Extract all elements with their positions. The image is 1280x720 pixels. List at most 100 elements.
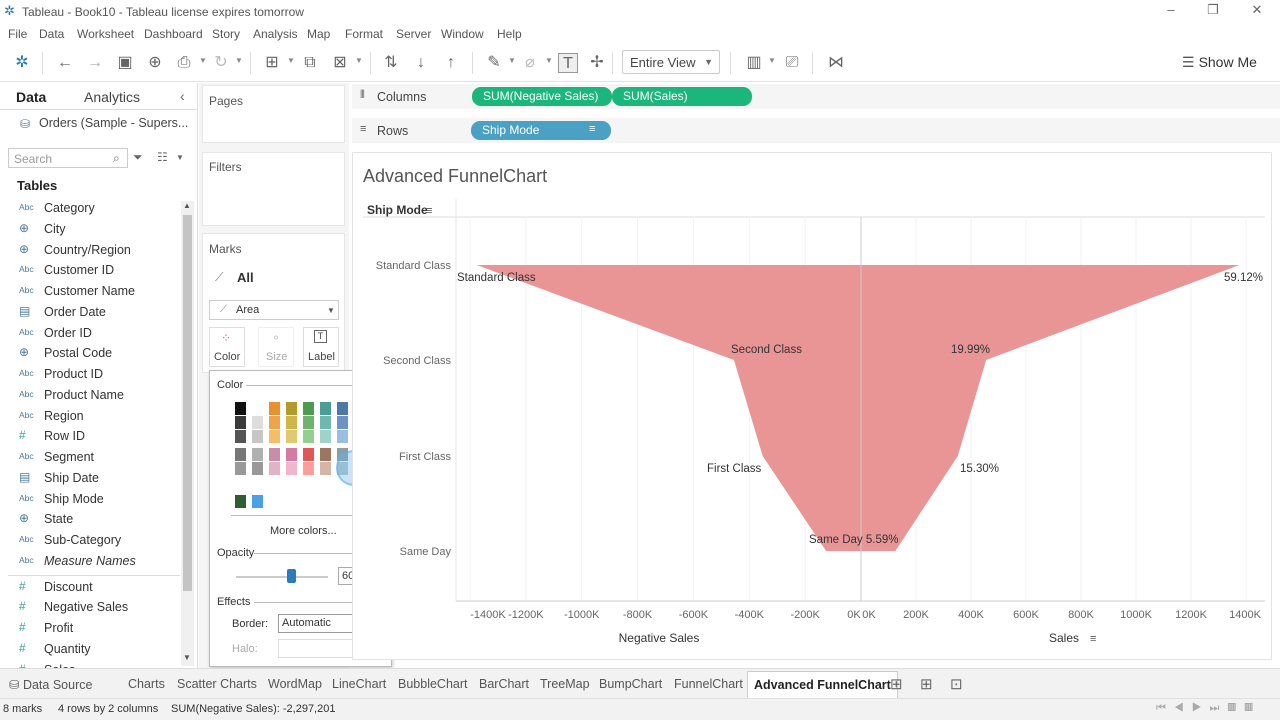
more-colors-link[interactable]: More colors...	[270, 525, 337, 537]
color-swatch[interactable]	[320, 430, 331, 443]
share-icon[interactable]: ⋈	[828, 54, 844, 71]
color-swatch[interactable]	[252, 416, 263, 429]
menu-window[interactable]: Window	[441, 27, 484, 41]
color-swatch[interactable]	[286, 416, 297, 429]
presentation-mode-icon[interactable]: ⎚	[785, 54, 799, 71]
field-item[interactable]: Abc Product Name	[0, 386, 180, 406]
color-swatch[interactable]	[320, 448, 331, 461]
sheet-tab[interactable]: BubbleChart	[398, 677, 468, 691]
color-swatch[interactable]	[286, 430, 297, 443]
menu-data[interactable]: Data	[39, 27, 65, 41]
area-sales[interactable]	[861, 265, 1240, 551]
field-item[interactable]: # Row ID	[0, 427, 180, 447]
color-swatch[interactable]	[235, 416, 246, 429]
filters-card[interactable]: Filters	[202, 152, 345, 226]
sheet-tab[interactable]: TreeMap	[540, 677, 590, 691]
color-swatch[interactable]	[235, 448, 246, 461]
color-swatch[interactable]	[303, 402, 314, 415]
clear-sheet-icon[interactable]: ⊠	[333, 54, 347, 71]
field-item[interactable]: Abc Customer Name	[0, 282, 180, 302]
pill-sales[interactable]: SUM(Sales)	[612, 87, 752, 106]
new-data-source-icon[interactable]: ⊕	[148, 54, 162, 71]
fit-select[interactable]: Entire View ▼	[622, 50, 720, 74]
mark-type-select[interactable]: ⟋ Area ▼	[209, 300, 339, 320]
color-swatch[interactable]	[269, 402, 280, 415]
color-swatch[interactable]	[252, 462, 263, 475]
menu-analysis[interactable]: Analysis	[253, 27, 298, 41]
menu-format[interactable]: Format	[345, 27, 384, 41]
new-worksheet-icon[interactable]: ⊞	[890, 676, 903, 693]
label-button[interactable]: T Label	[303, 327, 339, 367]
opacity-slider-track[interactable]	[236, 576, 328, 578]
color-swatch[interactable]	[235, 430, 246, 443]
sort-ascending-icon[interactable]: ↓	[417, 54, 425, 71]
search-input[interactable]: Search ⌕	[8, 148, 128, 168]
pause-updates-icon[interactable]: ⎙	[177, 54, 191, 71]
redo-icon[interactable]: →	[87, 54, 103, 71]
menu-worksheet[interactable]: Worksheet	[77, 27, 135, 41]
color-swatch[interactable]	[337, 416, 348, 429]
scroll-up-icon[interactable]: ▲	[183, 201, 191, 210]
data-source-tab[interactable]: ⛁ Data Source	[9, 677, 92, 692]
area-negative-sales[interactable]	[476, 265, 861, 551]
field-item[interactable]: Abc Customer ID	[0, 261, 180, 281]
color-swatch[interactable]	[286, 448, 297, 461]
field-item[interactable]: Abc Segment	[0, 448, 180, 468]
field-item[interactable]: ⊕ State	[0, 510, 180, 530]
new-dashboard-icon[interactable]: ⊞	[920, 676, 933, 693]
pill-negative-sales[interactable]: SUM(Negative Sales)	[472, 87, 612, 106]
sheet-tab[interactable]: Advanced FunnelChart	[747, 671, 898, 700]
color-swatch[interactable]	[252, 430, 263, 443]
field-item[interactable]: ⊕ Postal Code	[0, 344, 180, 364]
color-swatch[interactable]	[252, 448, 263, 461]
field-item[interactable]: # Profit	[0, 619, 180, 639]
size-button[interactable]: ⚬ Size	[258, 327, 294, 367]
chevron-down-icon[interactable]: ▼	[199, 56, 207, 65]
sheet-navigation-icons[interactable]: ⏮◀▶⏭▦▦	[1156, 702, 1262, 714]
sheet-tab[interactable]: WordMap	[268, 677, 322, 691]
field-item[interactable]: ▤ Order Date	[0, 303, 180, 323]
sort-descending-icon[interactable]: ↑	[447, 54, 455, 71]
undo-icon[interactable]: ←	[57, 54, 73, 71]
marks-all-label[interactable]: All	[237, 270, 254, 285]
scrollbar[interactable]: ▲ ▼	[181, 201, 194, 666]
color-swatch[interactable]	[303, 430, 314, 443]
restore-button[interactable]: ❐	[1207, 2, 1219, 17]
field-item[interactable]: # Quantity	[0, 640, 180, 660]
menu-help[interactable]: Help	[497, 27, 522, 41]
datasource-name[interactable]: Orders (Sample - Supers...	[39, 116, 189, 130]
view-list-icon[interactable]: ☷	[157, 150, 168, 164]
sheet-tab[interactable]: BarChart	[479, 677, 530, 691]
color-swatch[interactable]	[337, 430, 348, 443]
sheet-tab[interactable]: LineChart	[332, 677, 387, 691]
field-item[interactable]: Abc Product ID	[0, 365, 180, 385]
refresh-icon[interactable]: ↻	[214, 54, 228, 71]
show-me-button[interactable]: ☰ Show Me	[1182, 54, 1257, 71]
sheet-tab[interactable]: Scatter Charts	[177, 677, 257, 691]
fix-axes-icon[interactable]: ✢	[590, 54, 604, 71]
menu-map[interactable]: Map	[307, 27, 331, 41]
menu-file[interactable]: File	[8, 27, 28, 41]
swap-rows-columns-icon[interactable]: ⇅	[384, 54, 398, 71]
new-story-icon[interactable]: ⊡	[950, 676, 963, 693]
color-swatch[interactable]	[235, 402, 246, 415]
color-swatch[interactable]	[269, 448, 280, 461]
sheet-tab[interactable]: FunnelChart	[674, 677, 743, 691]
show-cards-icon[interactable]: ▥	[746, 54, 762, 71]
new-worksheet-icon[interactable]: ⊞	[265, 54, 279, 71]
color-swatch[interactable]	[252, 402, 263, 415]
field-item[interactable]: Abc Order ID	[0, 324, 180, 344]
field-item[interactable]: ⊕ Country/Region	[0, 241, 180, 261]
chevron-down-icon[interactable]: ▼	[768, 56, 776, 65]
color-swatch[interactable]	[286, 402, 297, 415]
color-swatch[interactable]	[286, 462, 297, 475]
field-item[interactable]: Abc Sub-Category	[0, 531, 180, 551]
menu-dashboard[interactable]: Dashboard	[144, 27, 203, 41]
minimize-button[interactable]: –	[1167, 2, 1175, 17]
collapse-pane-icon[interactable]: ‹	[180, 88, 185, 104]
color-swatch[interactable]	[235, 495, 246, 508]
sort-icon[interactable]: ≡	[1090, 633, 1096, 645]
color-swatch[interactable]	[235, 462, 246, 475]
scroll-down-icon[interactable]: ▼	[183, 653, 191, 662]
color-swatch[interactable]	[303, 462, 314, 475]
